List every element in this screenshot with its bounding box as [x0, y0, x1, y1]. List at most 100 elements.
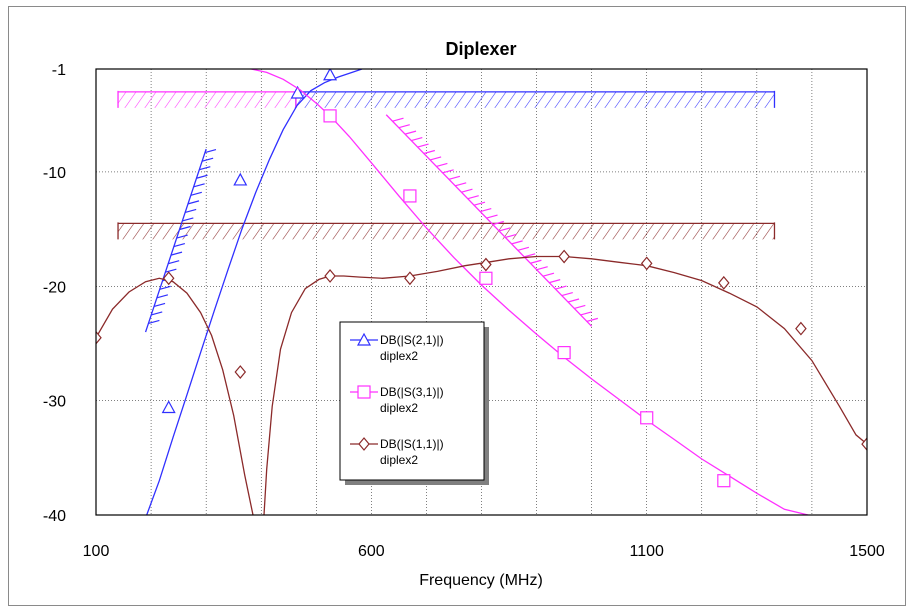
x-tick-label: 1100	[630, 543, 665, 560]
data-point-marker	[290, 85, 305, 99]
y-tick-label: -20	[43, 279, 66, 296]
data-point-marker	[404, 271, 416, 286]
data-point-marker	[403, 189, 417, 203]
chart-title: Diplexer	[445, 39, 516, 59]
data-point-marker	[861, 437, 867, 452]
mask-tick	[555, 285, 567, 290]
mask-tick	[574, 304, 586, 310]
legend-label: DB(|S(1,1)|)	[380, 437, 444, 451]
mask-tick	[567, 298, 580, 303]
mask-line	[144, 148, 207, 333]
mask-tick	[156, 294, 169, 299]
mask-tick	[536, 266, 548, 271]
mask-tick	[411, 136, 423, 142]
series-layer	[96, 69, 867, 515]
mask-tick	[148, 319, 160, 325]
x-axis-label: Frequency (MHz)	[419, 572, 543, 589]
data-point-marker	[234, 365, 247, 379]
mask-tick	[486, 214, 498, 219]
mask-tick	[523, 253, 536, 258]
data-point-marker	[480, 257, 492, 272]
mask-tick	[204, 149, 217, 154]
mask-tick	[542, 272, 555, 277]
mask-tick	[448, 175, 461, 180]
legend-sublabel: diplex2	[380, 401, 418, 415]
mask-tick	[580, 311, 592, 316]
mask-tick	[586, 317, 599, 322]
y-tick-label: -40	[43, 508, 66, 525]
mask-layer	[117, 90, 776, 333]
legend-label: DB(|S(3,1)|)	[380, 385, 444, 399]
mask-tick	[461, 188, 473, 193]
mask-hatch	[118, 223, 775, 240]
mask-tick	[429, 156, 442, 161]
legend-marker	[357, 385, 371, 399]
mask-tick	[392, 117, 404, 122]
y-tick-label: -10	[43, 165, 66, 182]
mask-tick	[505, 233, 517, 239]
data-point-marker	[640, 256, 653, 271]
legend: DB(|S(2,1)|) diplex2 DB(|S(3,1)|) diplex2 DB…	[339, 321, 489, 485]
mask-tick	[473, 201, 486, 206]
mask-tick	[165, 268, 177, 273]
data-point-marker	[323, 69, 338, 81]
data-point-marker	[96, 330, 102, 345]
plot-area-border	[95, 68, 868, 516]
mask-tick	[187, 200, 200, 205]
x-tick-label: 1500	[849, 543, 885, 560]
data-point-marker	[479, 271, 493, 285]
data-point-marker	[640, 411, 654, 425]
mask-tick	[561, 291, 573, 297]
mask-tick	[467, 195, 479, 200]
data-point-marker	[161, 400, 176, 414]
legend-marker	[356, 332, 372, 346]
mask-tick	[176, 234, 188, 239]
mask-tick	[185, 208, 197, 213]
mask-tick	[179, 225, 191, 231]
series-line	[146, 69, 363, 515]
y-tick-label: -1	[52, 62, 66, 79]
mask-tick	[492, 220, 504, 226]
series-line	[251, 69, 809, 515]
legend-marker	[358, 437, 370, 451]
mask-tick	[436, 162, 448, 167]
mask-tick	[151, 311, 163, 316]
mask-line	[385, 114, 593, 327]
legend-sublabel: diplex2	[380, 349, 418, 363]
mask-tick	[193, 183, 205, 188]
mask-tick	[480, 208, 492, 213]
legend-label: DB(|S(2,1)|)	[380, 333, 444, 347]
data-point-marker	[795, 321, 807, 336]
data-point-marker	[323, 109, 337, 123]
x-tick-label: 100	[83, 543, 110, 560]
data-point-marker	[324, 269, 336, 283]
mask-tick	[201, 157, 214, 162]
data-point-marker	[718, 275, 730, 290]
x-tick-labels: 100 600 1100 1500	[83, 543, 885, 560]
mask-tick	[423, 149, 436, 155]
mask-tick	[190, 191, 202, 196]
mask-tick	[173, 243, 186, 248]
y-tick-label: -30	[43, 394, 66, 411]
mask-tick	[170, 251, 183, 256]
mask-tick	[199, 166, 211, 171]
mask-tick	[549, 279, 561, 284]
mask-tick	[530, 259, 542, 264]
mask-tick	[417, 143, 429, 148]
data-point-marker	[558, 249, 570, 264]
x-tick-label: 600	[358, 543, 385, 560]
legend-sublabel: diplex2	[380, 453, 418, 467]
mask-tick	[159, 285, 171, 290]
mask-hatch	[118, 91, 296, 108]
mask-tick	[511, 240, 523, 245]
mask-tick	[442, 169, 454, 174]
legend-box	[339, 321, 485, 481]
mask-tick	[168, 260, 180, 265]
mask-hatch	[295, 91, 775, 108]
y-tick-labels: -1 -10 -20 -30 -40	[43, 62, 66, 525]
mask-tick	[404, 130, 417, 135]
mask-tick	[182, 217, 194, 222]
grid	[96, 69, 867, 515]
mask-tick	[517, 246, 530, 251]
